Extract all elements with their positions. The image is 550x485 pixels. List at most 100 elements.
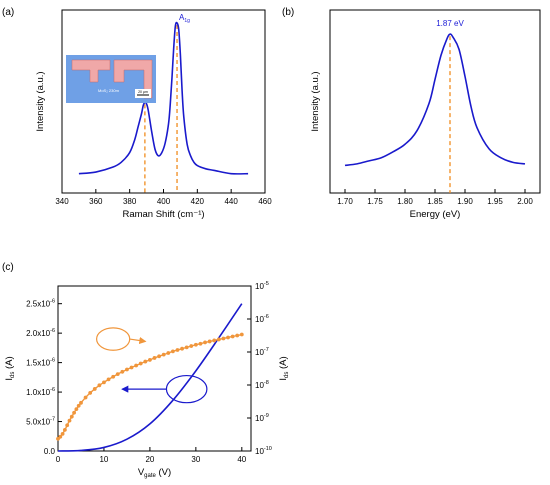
y-left-tick-label: 5.0x10-7 [26,417,55,427]
panel-c-annotations [96,327,208,404]
panel-c-x-axis-label: Vgate (V) [138,467,171,479]
data-point [129,365,134,370]
x-tick-label: 1.80 [397,197,413,206]
panel-c-ticks: 0 10 20 30 40 0.0 5.0x10-7 1.0x10-6 1.5x10-6 2.0x… [26,281,272,464]
data-point [216,337,221,342]
data-point [111,374,116,379]
x-tick-label: 340 [55,197,69,206]
panel-a-x-axis-label: Raman Shift (cm⁻¹) [122,209,204,220]
panel-a-y-axis-label: Intensity (a.u.) [35,71,46,131]
x-tick-label: 380 [123,197,137,206]
data-point [148,358,152,362]
orange-ellipse [96,327,131,351]
data-point [221,336,226,341]
data-point [79,400,83,405]
panel-b-x-axis-label: Energy (eV) [410,209,461,220]
data-point [97,383,102,388]
panel-b-y-axis-label: Intensity (a.u.) [310,71,321,131]
x-tick-label: 10 [99,455,108,464]
transfer-curve-log [57,333,242,440]
x-tick-label: 420 [191,197,205,206]
data-point [74,407,79,411]
panel-b-label: (b) [282,7,294,18]
data-point [207,339,212,344]
data-point [143,359,148,364]
data-point [58,434,63,439]
panel-c-chart: 0 10 20 30 40 0.0 5.0x10-7 1.0x10-6 1.5x10-6 2.0x… [4,281,290,479]
data-point [230,334,235,339]
data-point [198,341,203,346]
data-point [226,335,230,340]
x-tick-label: 1.75 [367,197,383,206]
panel-c-y-left-axis-label: Ids (A) [4,356,16,380]
data-point [235,333,240,338]
panel-c-y-right-axis-label: Ids (A) [278,356,290,380]
x-tick-label: 1.90 [457,197,473,206]
data-point [175,348,180,352]
data-point [62,427,67,432]
data-point [120,369,125,374]
panel-b-x-ticks: 1.70 1.75 1.80 1.85 1.90 1.95 2.00 [337,189,533,206]
y-right-tick-label: 10-8 [255,380,269,390]
panel-c-axis-labels: Vgate (V) Ids (A) Ids (A) [4,356,290,479]
data-point [92,387,97,391]
data-point [203,340,207,345]
y-right-tick-label: 10-5 [255,281,269,291]
data-point [65,423,70,428]
data-point [102,380,106,385]
y-left-tick-label: 1.5x10-6 [26,358,55,368]
orange-arrow [129,336,147,345]
inset-electrode-left [71,59,111,83]
panel-b-frame [329,9,541,194]
y-left-tick-label: 0.0 [44,447,56,456]
pl-peak-label: 1.87 eV [436,19,464,28]
panel-c-label: (c) [2,262,14,273]
transfer-curve-linear [57,303,243,452]
x-tick-label: 40 [237,455,246,464]
data-point [67,418,72,423]
data-point [69,414,74,419]
y-right-tick-label: 10-7 [255,347,269,357]
inset-material-label: MoS₂ 230m [98,88,120,93]
data-point [152,356,157,360]
x-tick-label: 460 [258,197,272,206]
inset-electrode-right [113,59,153,99]
x-tick-label: 30 [191,455,200,464]
data-point [157,354,162,359]
panel-a-label: (a) [2,7,14,18]
data-point [115,372,120,377]
data-point [88,391,93,395]
data-point [161,352,166,357]
x-tick-label: 1.95 [487,197,503,206]
data-point [212,338,217,343]
data-point [180,346,184,351]
data-point [184,345,189,350]
y-right-tick-label: 10-6 [255,314,269,324]
data-point [170,349,175,354]
data-point [166,351,171,355]
x-tick-label: 20 [145,455,154,464]
data-point [134,363,139,368]
x-tick-label: 0 [56,455,61,464]
data-point [106,377,111,382]
x-tick-label: 440 [224,197,238,206]
y-left-tick-label: 1.0x10-6 [26,387,55,397]
x-tick-label: 1.70 [337,197,353,206]
x-tick-label: 400 [157,197,171,206]
data-point [76,403,81,408]
pl-spectrum-line [344,33,526,167]
data-point [83,395,88,400]
x-tick-label: 1.85 [427,197,443,206]
y-right-tick-label: 10-9 [255,413,269,423]
data-point [239,332,244,337]
data-point [72,410,76,415]
data-point [189,344,194,348]
data-point [193,342,198,347]
data-point [125,367,129,372]
transfer-curve-log-points [56,332,244,441]
device-micrograph-inset: 20 μm MoS₂ 230m [66,55,156,103]
data-point [60,431,65,436]
y-left-tick-label: 2.0x10-6 [26,328,55,338]
